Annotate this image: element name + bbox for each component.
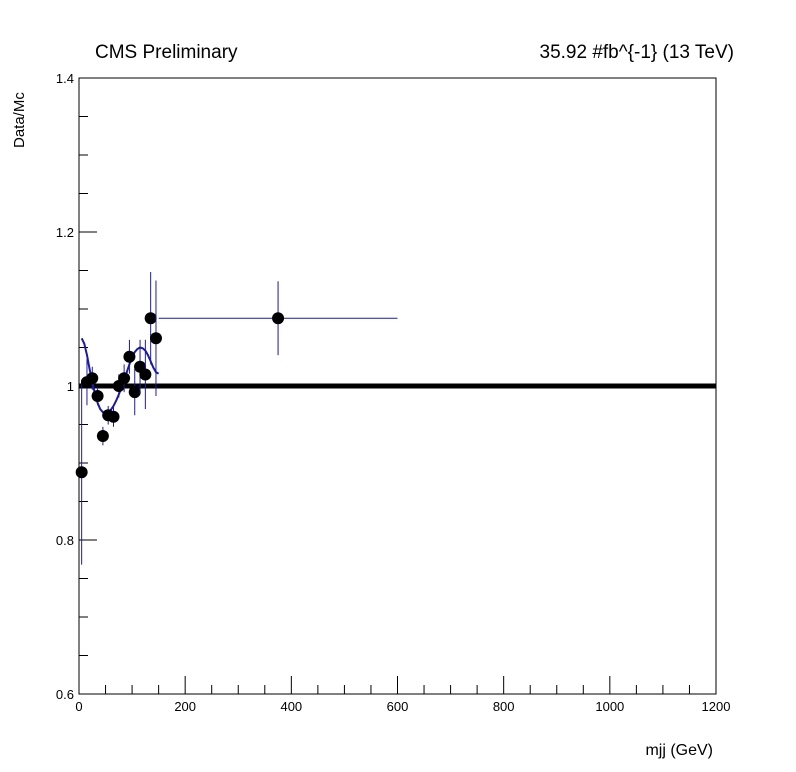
data-point [149, 332, 162, 345]
x-axis-label: mjj (GeV) [645, 742, 713, 759]
data-point [128, 386, 141, 399]
data-point [91, 390, 104, 403]
x-tick-label: 800 [493, 699, 515, 714]
data-point [118, 372, 131, 385]
data-point [272, 312, 285, 325]
data-point [96, 430, 109, 443]
x-tick-label: 1000 [595, 699, 624, 714]
y-tick-label: 1.4 [56, 71, 74, 86]
x-tick-label: 1200 [702, 699, 731, 714]
data-point [86, 372, 99, 385]
data-point [107, 410, 120, 423]
x-tick-label: 400 [280, 699, 302, 714]
x-tick-label: 0 [75, 699, 82, 714]
y-axis-label: Data/Mc [11, 92, 28, 148]
y-tick-label: 1.2 [56, 225, 74, 240]
chart-title-right: 35.92 #fb^{-1} (13 TeV) [539, 42, 734, 63]
y-tick-label: 1 [67, 379, 74, 394]
data-point [75, 466, 88, 479]
x-tick-label: 200 [174, 699, 196, 714]
data-point [123, 350, 136, 363]
data-point [144, 312, 157, 325]
data-point [139, 368, 152, 381]
chart-title-left: CMS Preliminary [95, 42, 238, 63]
x-tick-label: 600 [387, 699, 409, 714]
y-tick-label: 0.8 [56, 533, 74, 548]
y-tick-label: 0.6 [56, 687, 74, 702]
